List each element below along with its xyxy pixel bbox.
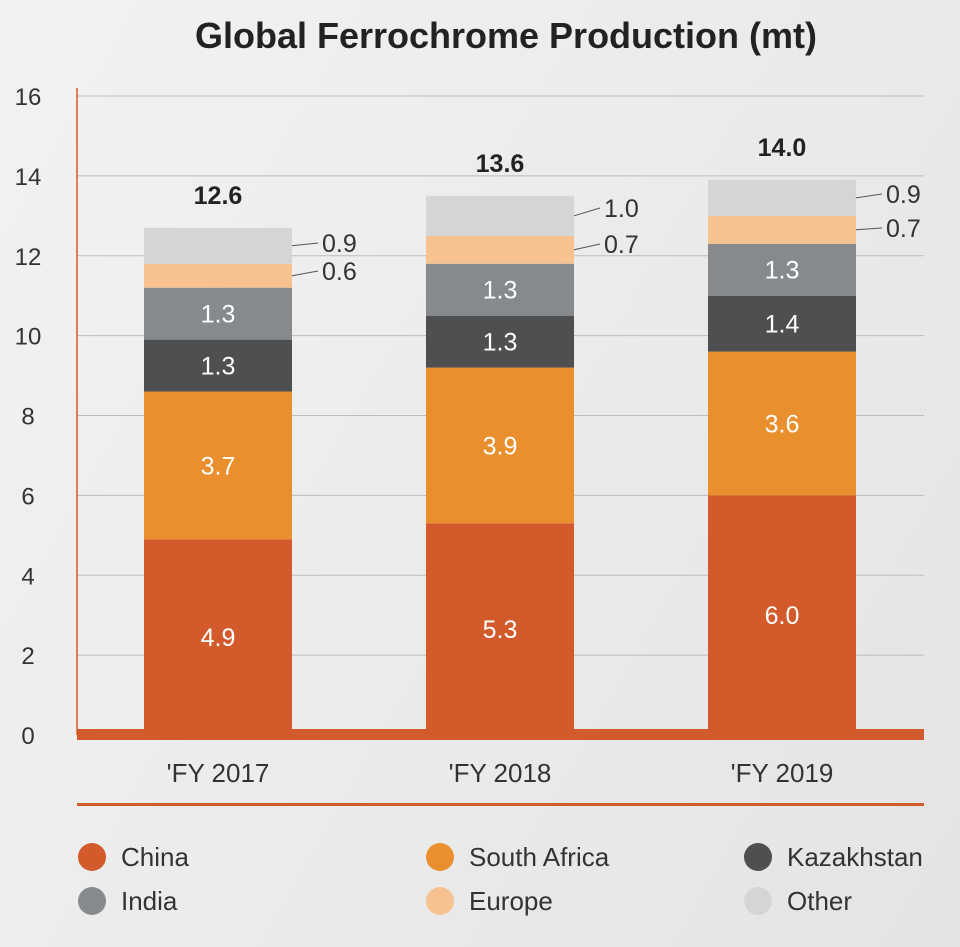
- bar-side-label: 1.0: [604, 195, 639, 223]
- legend-label: Europe: [469, 886, 553, 916]
- bar-total-label: 13.6: [476, 150, 525, 178]
- bar-value-label: 1.3: [201, 301, 236, 329]
- bar-segment-india: [144, 287, 292, 340]
- bar-segment-south-africa: [708, 351, 856, 496]
- chart-title: Global Ferrochrome Production (mt): [195, 15, 817, 56]
- y-tick-label: 14: [15, 164, 42, 191]
- bar-segment-kazakhstan: [144, 339, 292, 392]
- y-tick-label: 0: [21, 723, 34, 750]
- bar-value-label: 6.0: [765, 602, 800, 630]
- leader-line: [855, 193, 883, 199]
- bar-segment-europe: [144, 263, 292, 288]
- leader-line: [291, 242, 319, 247]
- leader-line: [573, 243, 601, 251]
- legend: China South Africa Kazakhstan India Europe Ot…: [78, 842, 923, 916]
- legend-label: South Africa: [469, 842, 610, 872]
- legend-label: India: [121, 886, 178, 916]
- legend-separator: [77, 803, 924, 806]
- bar-value-label: 3.6: [765, 410, 800, 438]
- bar-segment-china: [144, 539, 292, 735]
- legend-swatch: [78, 843, 106, 871]
- bar-segment-south-africa: [144, 391, 292, 540]
- y-tick-label: 6: [21, 483, 34, 510]
- bar-side-label: 0.7: [886, 215, 921, 243]
- bar-value-label: 1.3: [201, 353, 236, 381]
- bar-value-label: 3.7: [201, 452, 236, 480]
- bar-segment-kazakhstan: [426, 315, 574, 368]
- legend-swatch: [426, 843, 454, 871]
- y-axis-ticks: 0 2 4 6 8 10 12 14 16: [15, 84, 42, 750]
- legend-swatch: [744, 887, 772, 915]
- bar-value-label: 1.3: [483, 277, 518, 305]
- leader-line: [855, 227, 883, 231]
- bar-segment-other: [426, 195, 574, 236]
- y-tick-label: 2: [21, 643, 34, 670]
- bar-value-label: 1.3: [765, 257, 800, 285]
- bar-side-label: 0.9: [322, 230, 357, 258]
- legend-swatch: [744, 843, 772, 871]
- bars: 4.93.71.31.30.60.912.65.33.91.31.30.71.0…: [144, 134, 921, 735]
- leader-line: [291, 270, 319, 277]
- bar-segment-south-africa: [426, 367, 574, 524]
- bar-total-label: 14.0: [758, 134, 807, 162]
- y-tick-label: 12: [15, 244, 42, 271]
- bar-segment-india: [708, 243, 856, 296]
- leader-line: [573, 207, 601, 217]
- bar-total-label: 12.6: [194, 182, 243, 210]
- x-category-label: 'FY 2019: [731, 758, 834, 788]
- x-axis-categories: 'FY 2017 'FY 2018 'FY 2019: [167, 758, 834, 788]
- bar-value-label: 5.3: [483, 616, 518, 644]
- legend-swatch: [426, 887, 454, 915]
- bar-segment-india: [426, 263, 574, 316]
- bar-value-label: 1.4: [765, 311, 800, 339]
- bar-side-label: 0.9: [886, 181, 921, 209]
- bar-segment-europe: [426, 235, 574, 264]
- y-tick-label: 10: [15, 324, 42, 351]
- y-tick-label: 4: [21, 563, 34, 590]
- bar-segment-other: [708, 179, 856, 216]
- y-tick-label: 16: [15, 84, 42, 111]
- legend-label: Kazakhstan: [787, 842, 923, 872]
- bar-segment-kazakhstan: [708, 295, 856, 352]
- bar-segment-china: [708, 495, 856, 735]
- bar-segment-europe: [708, 215, 856, 244]
- x-category-label: 'FY 2017: [167, 758, 270, 788]
- bar-segment-other: [144, 227, 292, 264]
- bar-side-label: 0.7: [604, 231, 639, 259]
- y-tick-label: 8: [21, 404, 34, 431]
- legend-label: China: [121, 842, 189, 872]
- legend-swatch: [78, 887, 106, 915]
- bar-value-label: 4.9: [201, 624, 236, 652]
- bar-value-label: 1.3: [483, 329, 518, 357]
- bar-side-label: 0.6: [322, 258, 357, 286]
- bar-segment-china: [426, 523, 574, 735]
- bar-value-label: 3.9: [483, 432, 518, 460]
- legend-label: Other: [787, 886, 852, 916]
- x-category-label: 'FY 2018: [449, 758, 552, 788]
